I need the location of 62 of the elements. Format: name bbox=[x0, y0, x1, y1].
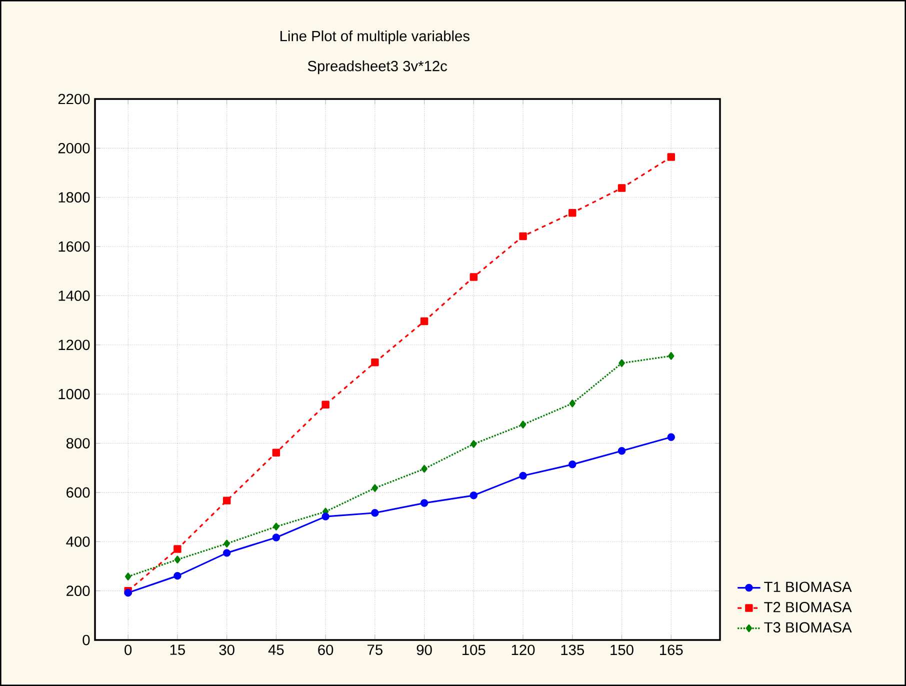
point bbox=[520, 420, 526, 428]
point bbox=[372, 484, 378, 492]
y-tick-label: 2000 bbox=[58, 143, 90, 154]
x-tick-label: 120 bbox=[512, 644, 535, 656]
legend-label: T2 BIOMASA bbox=[764, 602, 852, 612]
y-tick-label: 1400 bbox=[58, 290, 90, 301]
point bbox=[668, 352, 674, 360]
point bbox=[174, 545, 182, 553]
y-tick-label: 200 bbox=[66, 586, 90, 596]
point bbox=[470, 440, 477, 448]
point bbox=[273, 522, 280, 530]
y-tick-label: 400 bbox=[66, 536, 90, 547]
x-tick-label: 45 bbox=[268, 644, 284, 655]
x-tick-label: 30 bbox=[219, 644, 234, 656]
point bbox=[618, 184, 626, 192]
x-tick-label: 60 bbox=[318, 644, 334, 656]
x-tick-label: 0 bbox=[124, 644, 132, 656]
point bbox=[371, 509, 379, 517]
x-tick-label: 135 bbox=[561, 644, 584, 656]
y-tick-label: 1000 bbox=[58, 388, 90, 400]
point bbox=[272, 448, 280, 456]
y-tick-label: 1600 bbox=[58, 241, 90, 252]
y-tick-label: 600 bbox=[66, 487, 90, 498]
y-tick-label: 1800 bbox=[58, 192, 90, 203]
point bbox=[174, 572, 182, 580]
point bbox=[618, 447, 626, 455]
y-tick-label: 2200 bbox=[58, 94, 90, 104]
point bbox=[568, 208, 576, 217]
x-tick-label: 15 bbox=[170, 644, 185, 655]
x-tick-label: 75 bbox=[368, 644, 382, 655]
point bbox=[322, 400, 330, 409]
point bbox=[224, 540, 230, 548]
point bbox=[519, 232, 527, 240]
chart-title: Line Plot of multiple variables bbox=[280, 30, 470, 44]
point bbox=[421, 464, 428, 473]
y-tick-label: 0 bbox=[82, 634, 90, 646]
point bbox=[222, 549, 231, 557]
point bbox=[124, 572, 132, 580]
legend-label: T1 BIOMASA bbox=[764, 582, 852, 592]
point bbox=[174, 556, 181, 564]
point bbox=[420, 499, 428, 507]
point bbox=[420, 317, 428, 326]
point bbox=[470, 492, 478, 500]
x-tick-label: 150 bbox=[610, 644, 634, 656]
legend-label: T3 BIOMASA bbox=[764, 622, 852, 633]
x-tick-label: 165 bbox=[660, 644, 683, 656]
x-tick-label: 105 bbox=[462, 644, 486, 656]
point bbox=[667, 153, 675, 161]
point bbox=[470, 273, 478, 281]
point bbox=[322, 512, 330, 520]
point bbox=[618, 359, 625, 367]
point bbox=[371, 358, 379, 366]
y-tick-label: 800 bbox=[66, 438, 90, 448]
chart-subtitle: Spreadsheet3 3v*12c bbox=[308, 60, 448, 74]
point bbox=[272, 534, 280, 542]
point bbox=[519, 472, 527, 480]
point bbox=[569, 400, 576, 408]
x-tick-label: 90 bbox=[416, 644, 432, 656]
y-tick-label: 1200 bbox=[58, 340, 90, 350]
point bbox=[667, 433, 675, 441]
point bbox=[568, 460, 576, 468]
point bbox=[222, 496, 231, 504]
